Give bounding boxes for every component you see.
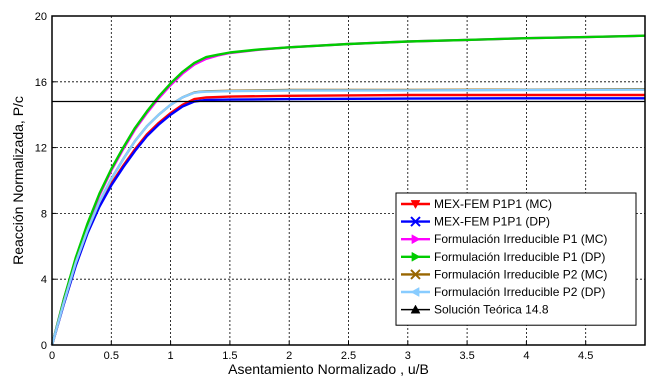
x-tick-label: 4.5 (578, 350, 593, 362)
legend-entry-6: Formulación Irreducible P2 (DP) (401, 285, 605, 299)
legend-entry-7: Solución Teórica 14.8 (401, 303, 549, 317)
series-group (50, 34, 646, 346)
legend-marker (411, 251, 421, 262)
x-axis-label: Asentamiento Normalizado , u/B (228, 361, 429, 377)
legend-entry-3: Formulación Irreducible P1 (MC) (401, 232, 607, 246)
legend-label: Solución Teórica 14.8 (434, 303, 549, 317)
series-line-6 (50, 88, 646, 346)
legend-label: MEX-FEM P1P1 (DP) (434, 215, 550, 229)
series-line-4 (50, 34, 646, 346)
legend-entry-4: Formulación Irreducible P1 (DP) (401, 250, 605, 264)
legend: MEX-FEM P1P1 (MC) MEX-FEM P1P1 (DP) Formul… (395, 192, 637, 326)
legend-entry-2: MEX-FEM P1P1 (DP) (401, 215, 550, 229)
legend-box (395, 192, 637, 326)
x-tick-label: 1 (168, 350, 174, 362)
y-tick-label: 8 (41, 208, 47, 220)
legend-marker (411, 234, 421, 245)
y-tick-label: 4 (41, 274, 47, 286)
x-tick-label: 1.5 (222, 350, 237, 362)
legend-entry-5: Formulación Irreducible P2 (MC) (401, 267, 607, 281)
legend-label: Formulación Irreducible P1 (DP) (434, 250, 605, 264)
legend-marker (410, 304, 421, 314)
x-tick-label: 0.5 (104, 350, 119, 362)
x-tick-label: 2 (286, 350, 292, 362)
x-tick-label: 0 (49, 350, 55, 362)
x-tick-label: 3.5 (459, 350, 474, 362)
y-tick-label: 12 (35, 143, 47, 155)
x-tick-label: 4 (523, 350, 529, 362)
legend-entry-1: MEX-FEM P1P1 (MC) (401, 197, 552, 211)
legend-label: Formulación Irreducible P1 (MC) (434, 232, 607, 246)
legend-label: Formulación Irreducible P2 (DP) (434, 285, 605, 299)
legend-marker (410, 200, 421, 210)
x-tick-label: 2.5 (341, 350, 356, 362)
legend-marker (410, 287, 420, 297)
legend-marker (410, 216, 421, 227)
legend-label: Formulación Irreducible P2 (MC) (434, 267, 607, 281)
y-tick-label: 20 (35, 11, 47, 23)
axis-ticks: 0 0.5 1 1.5 2 2.5 3 3.5 4 4.5 0 4 8 12 16 20 (35, 11, 594, 362)
legend-label: MEX-FEM P1P1 (MC) (434, 197, 552, 211)
legend-marker (410, 269, 421, 280)
y-axis-label: Reacción Normalizada, P/c (10, 96, 26, 265)
y-tick-label: 16 (35, 77, 47, 89)
x-tick-label: 3 (405, 350, 411, 362)
y-tick-label: 0 (41, 340, 47, 352)
